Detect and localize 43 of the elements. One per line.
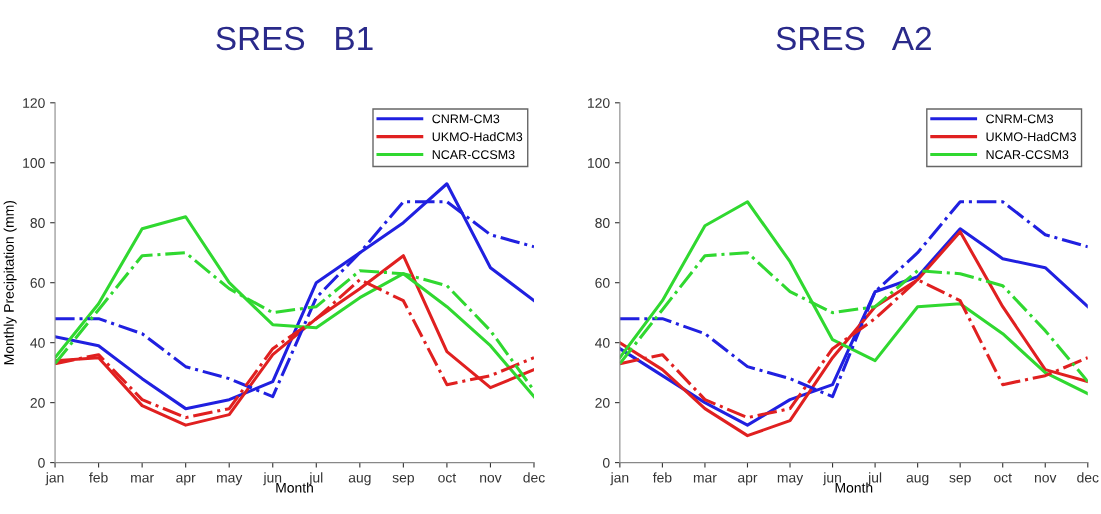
x-tick-label: dec bbox=[1077, 472, 1099, 483]
chart-title: SRES A2 bbox=[776, 26, 931, 51]
x-tick-label: dec bbox=[523, 472, 545, 483]
y-axis-title: Monthly Precipitation (mm) bbox=[3, 200, 17, 365]
x-tick-label: jan bbox=[45, 472, 64, 486]
y-tick-label: 40 bbox=[30, 338, 45, 348]
x-tick-label: feb bbox=[652, 472, 672, 483]
x-tick-label: mar bbox=[693, 474, 717, 483]
y-tick-label: 80 bbox=[595, 218, 610, 228]
legend-label: UKMO-HadCM3 bbox=[432, 131, 523, 142]
x-tick-label: may bbox=[217, 474, 243, 486]
x-tick-label: nov bbox=[480, 474, 502, 483]
x-tick-label: sep bbox=[392, 474, 414, 486]
y-tick-label: 60 bbox=[595, 278, 610, 288]
y-tick-label: 20 bbox=[30, 397, 45, 408]
x-tick-label: nov bbox=[1034, 474, 1057, 483]
x-tick-label: aug bbox=[348, 474, 371, 486]
legend-label: CNRM-CM3 bbox=[986, 114, 1054, 124]
y-tick-label: 120 bbox=[23, 98, 45, 108]
legend-label: UKMO-HadCM3 bbox=[986, 131, 1076, 142]
x-tick-label: aug bbox=[906, 474, 929, 486]
x-tick-label: oct bbox=[994, 473, 1012, 483]
x-tick-label: apr bbox=[176, 474, 196, 486]
chart-title: SRES B1 bbox=[216, 26, 373, 51]
x-tick-label: may bbox=[777, 474, 804, 486]
x-tick-label: jan bbox=[610, 472, 629, 486]
y-tick-label: 100 bbox=[588, 158, 610, 168]
y-tick-label: 20 bbox=[595, 397, 610, 408]
legend-label: NCAR-CCSM3 bbox=[432, 150, 515, 160]
y-tick-label: 100 bbox=[23, 158, 45, 168]
y-tick-label: 60 bbox=[30, 278, 45, 288]
x-tick-label: feb bbox=[89, 472, 108, 483]
y-tick-label: 80 bbox=[30, 218, 45, 228]
y-tick-label: 40 bbox=[595, 338, 610, 348]
y-tick-label: 0 bbox=[38, 457, 45, 468]
legend-label: CNRM-CM3 bbox=[432, 114, 500, 124]
x-tick-label: mar bbox=[131, 474, 154, 483]
y-tick-label: 0 bbox=[602, 457, 610, 468]
x-tick-label: sep bbox=[949, 474, 971, 486]
y-tick-label: 120 bbox=[588, 98, 610, 108]
x-tick-label: oct bbox=[438, 473, 457, 483]
x-tick-label: apr bbox=[738, 474, 758, 486]
legend-label: NCAR-CCSM3 bbox=[986, 150, 1069, 160]
